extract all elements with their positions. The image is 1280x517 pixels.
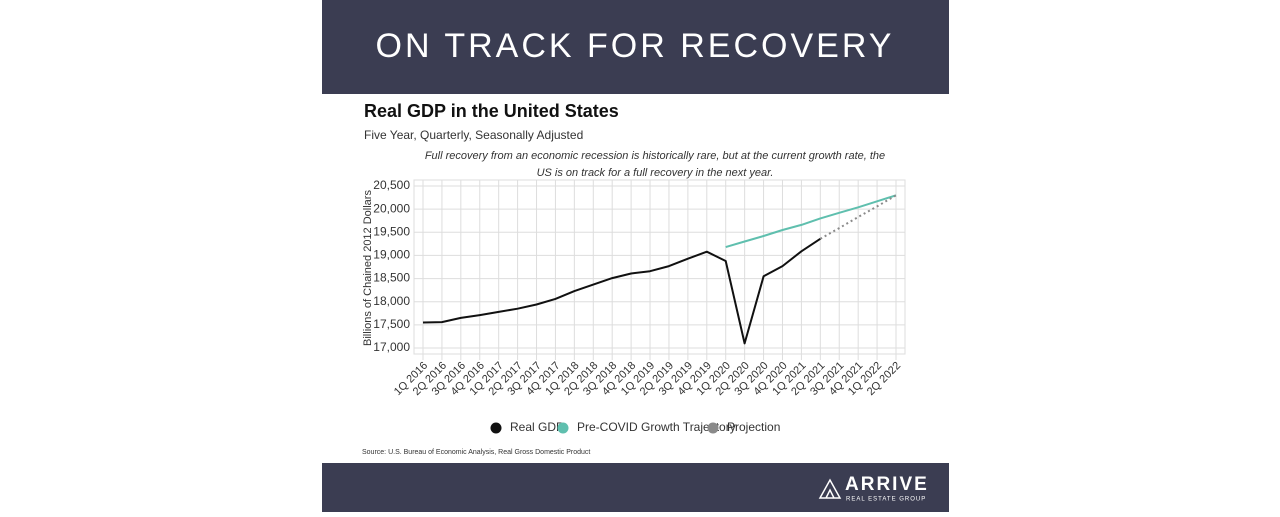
- y-axis-label: Billions of Chained 2012 Dollars: [362, 190, 374, 346]
- y-tick-label: 20,500: [373, 178, 410, 192]
- legend-label: Real GDP: [510, 420, 564, 434]
- y-tick-label: 19,500: [373, 224, 410, 238]
- legend-label: Projection: [727, 420, 780, 434]
- y-tick-label: 18,000: [373, 294, 410, 308]
- series-line: [725, 194, 897, 249]
- header-band: [322, 0, 949, 94]
- chart-subtitle: Five Year, Quarterly, Seasonally Adjuste…: [364, 128, 583, 142]
- logo-icon: [818, 478, 842, 499]
- source: Source: U.S. Bureau of Economic Analysis…: [362, 449, 590, 456]
- plot-frame: [413, 179, 906, 355]
- logo-tagline: REAL ESTATE GROUP: [846, 497, 926, 503]
- logo: ARRIVE: [845, 474, 929, 495]
- y-tick-label: 19,000: [373, 248, 410, 262]
- y-tick-label: 20,000: [373, 201, 410, 215]
- legend-marker: [490, 422, 502, 434]
- annotation: Full recovery from an economic recession…: [425, 150, 885, 162]
- plot: 17,000 17,500 18,000 18,500 19,000 19,500 20,0…: [373, 178, 906, 434]
- chart-title: Real GDP in the United States: [364, 101, 619, 121]
- y-tick-label: 17,000: [373, 340, 410, 354]
- legend-label: Pre-COVID Growth Trajectory: [577, 420, 736, 434]
- y-tick-label: 17,500: [373, 317, 410, 331]
- legend-marker: [707, 422, 719, 434]
- legend-marker: [557, 422, 569, 434]
- header-title: ON TRACK FOR RECOVERY: [376, 27, 895, 65]
- y-tick-label: 18,500: [373, 271, 410, 285]
- series-line: [422, 237, 821, 345]
- annotation: US is on track for a full recovery in th…: [537, 167, 774, 179]
- footer-band: [322, 463, 949, 512]
